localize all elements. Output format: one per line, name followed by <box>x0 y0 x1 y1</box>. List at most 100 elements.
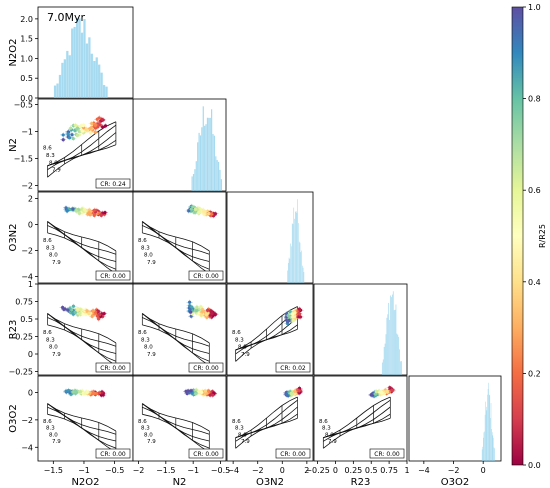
histogram-bar <box>71 28 74 98</box>
data-point <box>93 130 97 134</box>
panel-content: 8.68.38.07.9 <box>43 303 117 367</box>
x-axis-o3n2: −4 −2 0 2 O3N2 <box>227 461 309 488</box>
scatter-o3n2-vs-n2: 8.68.3 8.07.9 CR: 0.00 <box>132 191 227 284</box>
data-point <box>297 389 301 393</box>
model-label: 8.3 <box>46 426 55 432</box>
data-point <box>81 312 85 316</box>
colorbar-tick-label: 0.6 <box>528 186 541 195</box>
histogram-bar <box>68 55 71 98</box>
x-axis-label: N2 <box>173 477 187 488</box>
histogram-bar <box>93 60 96 98</box>
histogram-bar <box>486 410 488 461</box>
panel-content: 8.68.38.07.9 <box>138 203 219 275</box>
histogram-bar <box>211 109 213 191</box>
data-point <box>189 389 193 393</box>
data-point <box>390 388 394 392</box>
model-label: 8.0 <box>49 253 58 259</box>
cr-label: CR: 0.00 <box>193 451 219 458</box>
cr-box <box>369 448 405 459</box>
histogram-bar <box>302 265 303 283</box>
model-label: 8.6 <box>43 330 52 336</box>
histogram-bar <box>487 394 488 461</box>
model-label: 8.6 <box>138 238 147 244</box>
histogram-bar <box>299 242 301 283</box>
histogram-bar <box>302 267 304 283</box>
y-tick-label: 0.0 <box>20 94 33 103</box>
data-point <box>70 133 74 137</box>
x-tick-label: 0.25 <box>344 466 362 475</box>
cr-label: CR: 0.00 <box>280 451 306 458</box>
data-point <box>289 391 293 395</box>
y-tick-label: −2 <box>21 416 33 425</box>
cr-label: CR: 0.00 <box>100 365 126 372</box>
y-axis-o3o2: −4 −2 0 O3O2 <box>8 388 38 452</box>
histogram-bar <box>401 361 402 375</box>
panel-content: 8.68.38.07.9 <box>43 205 117 275</box>
x-tick-label: −4 <box>227 466 239 475</box>
data-point <box>98 313 102 317</box>
x-axis-label: N2O2 <box>71 477 99 488</box>
histogram-frame <box>408 375 502 462</box>
histogram-bar <box>493 447 495 461</box>
panel-content: 8.68.38.07.9 <box>319 385 396 449</box>
histogram-bar <box>290 243 291 283</box>
y-axis-o3n2: −4 −2 0 2 O3N2 <box>8 195 38 282</box>
histogram-bar <box>294 218 295 283</box>
histogram-bar <box>95 57 98 98</box>
histogram-bar <box>204 125 206 191</box>
x-axis-label: O3N2 <box>256 477 284 488</box>
x-axis-n2: −2 −1.5 −1 −0.5 N2 <box>133 461 230 488</box>
data-point <box>210 212 214 216</box>
model-label: 8.3 <box>46 245 55 251</box>
data-point <box>74 390 78 394</box>
data-point <box>61 305 65 310</box>
data-point <box>101 125 105 129</box>
histogram-r23 <box>313 283 408 376</box>
data-point <box>188 310 193 314</box>
y-axis-label: N2O2 <box>8 38 19 66</box>
data-point <box>288 310 292 314</box>
histogram-bar <box>102 85 106 98</box>
y-tick-label: 2 <box>28 195 33 204</box>
y-tick-label: −0.25 <box>8 368 33 377</box>
cr-box <box>95 178 131 189</box>
data-point <box>203 389 208 393</box>
histogram-bar <box>483 432 485 461</box>
histogram-bar <box>287 270 288 283</box>
data-point <box>92 213 96 218</box>
histogram-bar <box>391 294 393 375</box>
data-point <box>293 389 297 394</box>
panel-content: 8.68.38.07.9 <box>232 306 304 362</box>
scatter-n2-vs-n2o2: 8.68.38.0 7.9 CR: 0.24 <box>37 98 134 192</box>
data-point <box>187 209 191 213</box>
y-tick-label: −1.5 <box>14 155 33 164</box>
colorbar-label: R/R25 <box>538 224 547 248</box>
data-point <box>373 392 377 396</box>
cr-box <box>95 270 131 281</box>
colorbar-gradient <box>511 6 524 466</box>
histogram-bar <box>494 448 495 461</box>
model-label: 7.9 <box>241 352 250 358</box>
histogram-frame <box>226 191 314 284</box>
model-label: 7.9 <box>52 352 61 358</box>
cr-label: CR: 0.02 <box>280 365 306 372</box>
histogram-bar <box>488 394 490 461</box>
histogram-bar <box>393 310 395 375</box>
histogram-bar <box>209 117 211 191</box>
data-point <box>204 312 209 317</box>
panel-content: 8.68.38.07.9 <box>232 385 304 449</box>
histogram-bar <box>384 343 386 375</box>
data-point <box>194 388 198 392</box>
panel-frame <box>132 283 227 376</box>
data-point <box>191 205 195 209</box>
histogram-bar <box>208 117 210 191</box>
histogram-bar <box>386 317 388 375</box>
histogram-bar <box>296 212 298 283</box>
x-axis-n2o2: −1.5 −1 −0.5 N2O2 <box>44 461 124 488</box>
data-point <box>193 207 197 211</box>
cr-label: CR: 0.00 <box>374 451 400 458</box>
histogram-bar <box>76 17 79 99</box>
panel-content: 8.68.38.07.9 <box>138 387 218 453</box>
x-tick-label: −0.5 <box>105 466 124 475</box>
histogram-bar <box>484 431 485 461</box>
